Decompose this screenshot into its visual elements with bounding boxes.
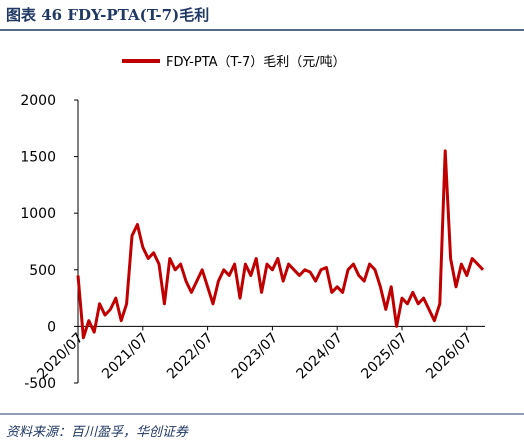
x-tick-label: 2022/07: [164, 330, 216, 382]
x-tick-label: 2026/07: [423, 330, 475, 382]
data-line: [76, 149, 485, 340]
y-tick-label: 2000: [20, 93, 56, 109]
x-tick-label: 2023/07: [229, 330, 281, 382]
y-tick-label: 500: [29, 263, 56, 279]
x-tick-label: 2024/07: [294, 330, 346, 382]
x-tick-label: 2025/07: [358, 330, 410, 382]
y-tick-label: 1500: [20, 150, 56, 166]
x-tick-label: 2020/07: [34, 330, 86, 382]
source-note: 资料来源：百川盈孚，华创证券: [6, 425, 189, 440]
y-tick-label: 0: [47, 319, 56, 335]
x-tick-label: 2021/07: [99, 330, 151, 382]
y-tick-label: 1000: [20, 206, 56, 222]
legend-label: FDY-PTA（T-7）毛利（元/吨）: [166, 55, 346, 70]
chart-title: 图表 46 FDY-PTA(T-7)毛利: [6, 6, 209, 24]
y-tick-label: -500: [24, 376, 56, 392]
